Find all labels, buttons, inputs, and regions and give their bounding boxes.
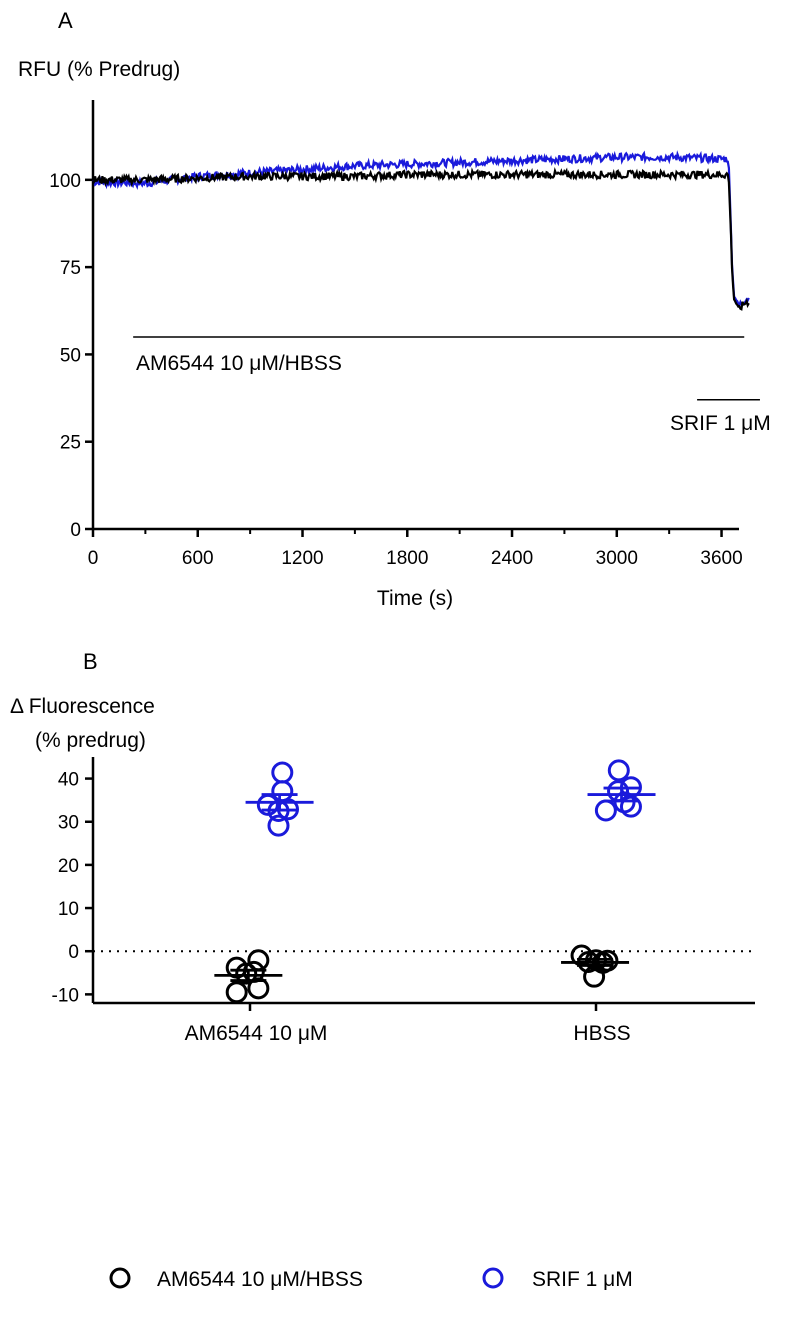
- panel-b-point-blue: [619, 795, 642, 818]
- panel-b-label: B: [83, 649, 98, 674]
- panel-b-x-tick-label: HBSS: [573, 1022, 630, 1045]
- panel-b-point-black: [247, 949, 270, 972]
- panel-a-y-tick-label: 50: [60, 345, 81, 366]
- panel-b-x-tick-label: AM6544 10 μM: [185, 1022, 328, 1045]
- panel-b-point-black: [225, 981, 248, 1004]
- panel-a-y-tick-label: 0: [70, 520, 81, 541]
- panel-a-xlabel: Time (s): [377, 587, 453, 610]
- panel-a-annotation-label-srif: SRIF 1 μM: [670, 412, 771, 435]
- panel-a-y-tick-label: 100: [49, 171, 81, 192]
- panel-a-label: A: [58, 8, 73, 33]
- panel-a-x-tick-label: 600: [182, 548, 214, 569]
- panel-a-ylabel: RFU (% Predrug): [18, 58, 180, 81]
- panel-a-y-tick-label: 25: [60, 433, 81, 454]
- panel-a-x-tick-label: 3000: [596, 548, 638, 569]
- panel-a-x-tick-label: 3600: [700, 548, 742, 569]
- panel-b-ylabel-line2: (% predrug): [35, 729, 146, 752]
- panel-b-y-tick-label: 10: [58, 899, 79, 920]
- panel-a-x-tick-label: 0: [88, 548, 99, 569]
- legend-marker-am6544: [109, 1267, 131, 1289]
- panel-a-chart: 0 25 50 75 100 0 600 1200 1800 2400 3000 3600 AM6544…: [49, 100, 771, 569]
- panel-b-y-tick-label: 0: [68, 942, 79, 963]
- panel-a-annotation-label-am6544: AM6544 10 μM/HBSS: [136, 352, 342, 375]
- legend-marker-srif: [482, 1267, 504, 1289]
- panel-b-y-tick-label: 30: [58, 813, 79, 834]
- panel-a-series-black: [92, 167, 750, 311]
- panel-b-point-blue: [594, 799, 617, 822]
- panel-b-ylabel-line1: Δ Fluorescence: [10, 695, 155, 718]
- panel-b-point-blue: [271, 780, 294, 803]
- panel-b-point-blue: [271, 761, 294, 784]
- panel-b-point-blue: [267, 814, 290, 837]
- legend-label-am6544: AM6544 10 μM/HBSS: [157, 1268, 363, 1291]
- panel-b-y-tick-label: 20: [58, 856, 79, 877]
- panel-a-x-tick-label: 2400: [491, 548, 533, 569]
- panel-b-point-black: [583, 965, 606, 988]
- panel-b-y-tick-label: 40: [58, 770, 79, 791]
- panel-a-x-tick-label: 1200: [281, 548, 323, 569]
- legend: AM6544 10 μM/HBSS SRIF 1 μM: [109, 1267, 633, 1291]
- legend-label-srif: SRIF 1 μM: [532, 1268, 633, 1291]
- panel-b-point-black: [247, 977, 270, 1000]
- panel-a-x-tick-label: 1800: [386, 548, 428, 569]
- panel-a-y-tick-label: 75: [60, 258, 81, 279]
- panel-b-chart: -10 0 10 20 30 40 AM6544 10 μM HBSS: [52, 757, 755, 1045]
- panel-b-point-blue: [607, 759, 630, 782]
- panel-b-y-tick-label: -10: [52, 985, 79, 1006]
